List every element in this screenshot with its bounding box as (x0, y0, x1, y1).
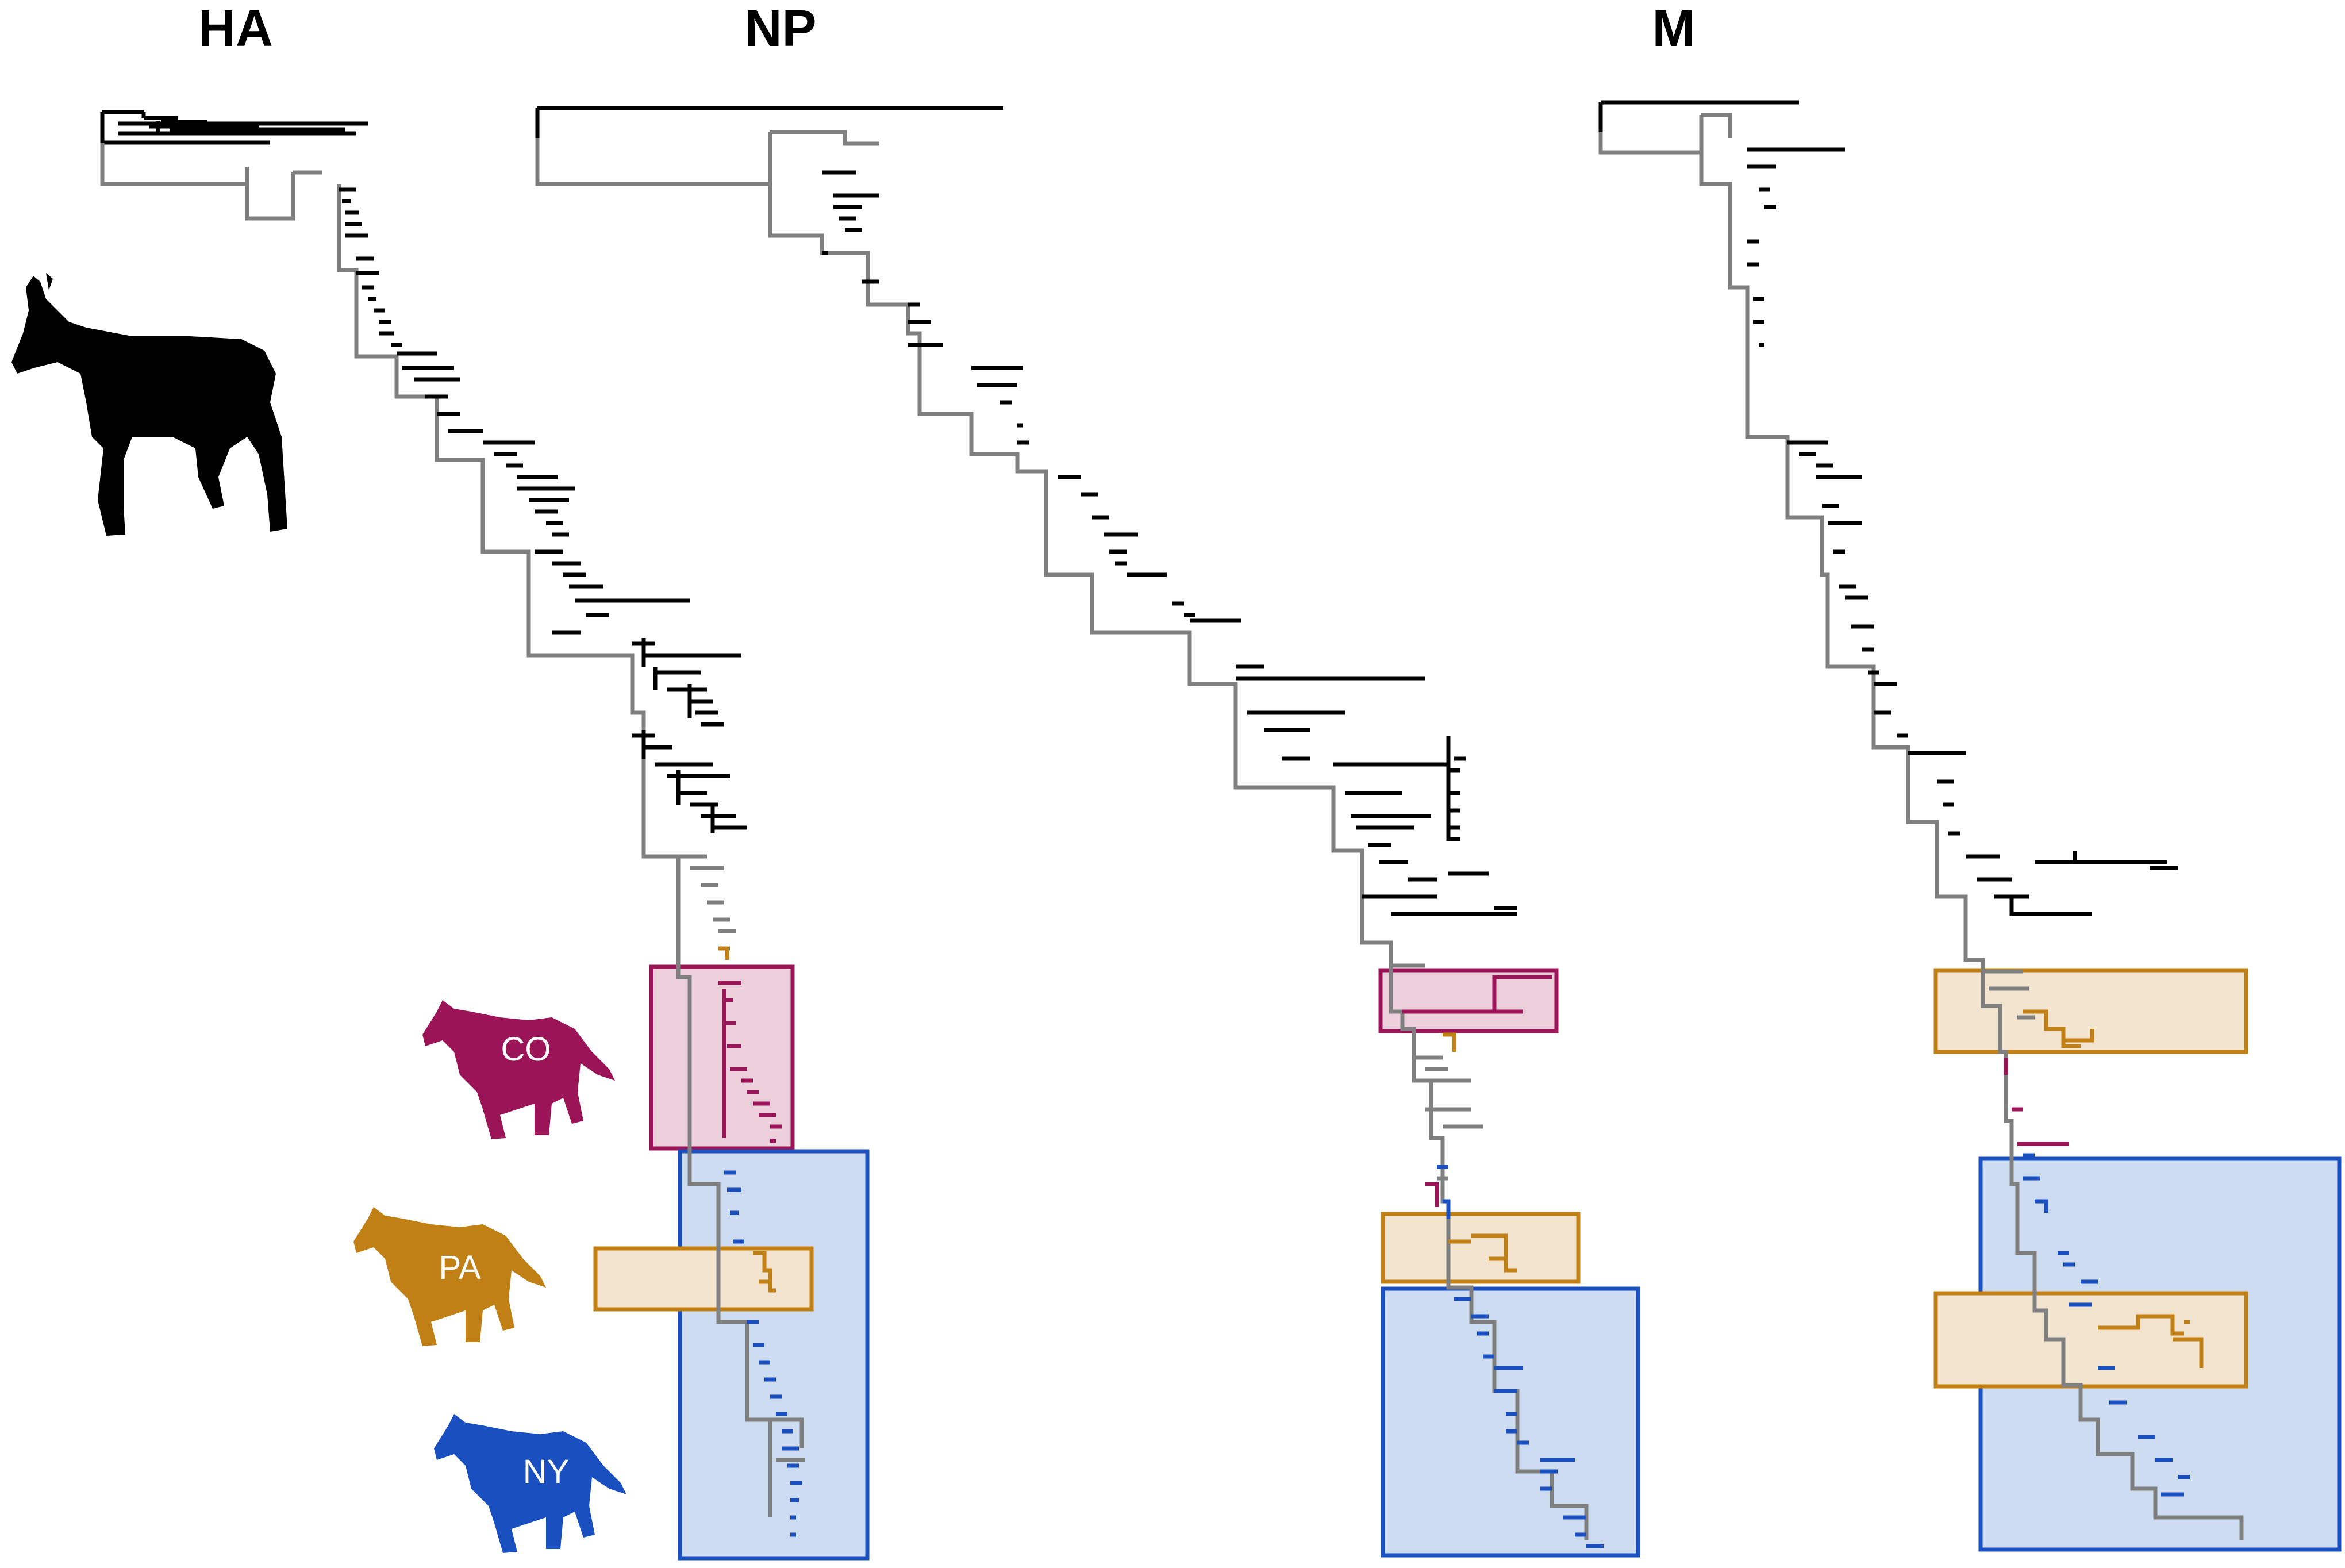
dog-ny-shape (434, 1414, 626, 1553)
dog-ny-label: NY (523, 1453, 570, 1490)
dog-silhouette-ny-icon: NY (434, 1414, 626, 1553)
panel-title-ha: HA (198, 0, 273, 57)
m-tree (1598, 100, 2244, 1540)
panel-title-m: M (1652, 0, 1696, 57)
ha-pa-clade-box (593, 1246, 814, 1312)
np-pa-clade-box (1381, 1212, 1581, 1284)
dog-pa-shape (353, 1207, 546, 1346)
dog-pa-label: PA (439, 1249, 480, 1286)
np-tree (535, 106, 1604, 1548)
ha-co-clade-box (649, 964, 795, 1151)
dog-silhouette-co-icon: CO (422, 1000, 615, 1139)
np-ny-clade-box (1381, 1286, 1640, 1558)
dog-silhouette-pa-icon: PA (353, 1207, 546, 1346)
dog-co-label: CO (501, 1031, 551, 1068)
horse-silhouette-icon (11, 273, 287, 536)
np-co-clade-box (1378, 968, 1559, 1033)
panel-title-np: NP (744, 0, 816, 57)
dog-co-shape (422, 1000, 615, 1139)
ha-ny-clade-box (678, 1149, 870, 1561)
ha-tree (100, 110, 805, 1537)
